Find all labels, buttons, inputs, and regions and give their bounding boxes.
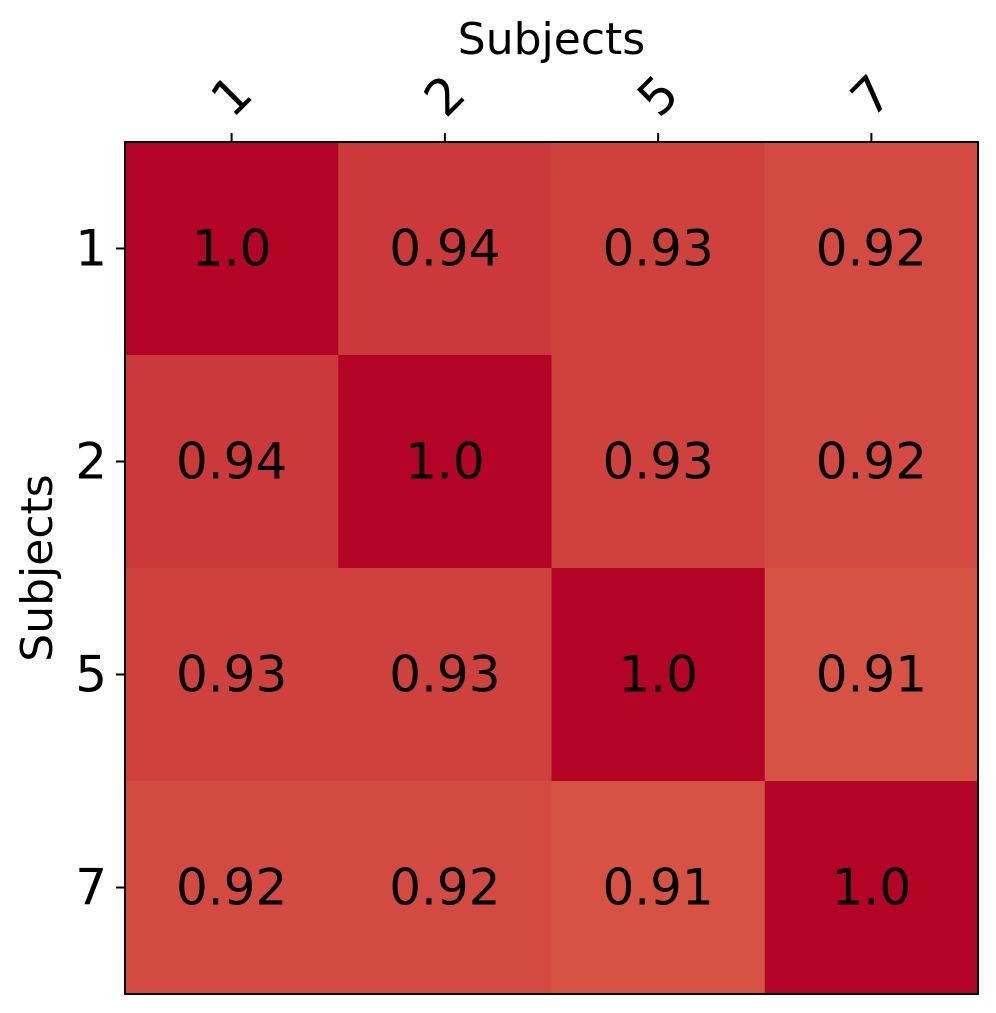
cell-value-label: 0.93 bbox=[602, 433, 713, 491]
cell-value-label: 0.94 bbox=[176, 433, 287, 491]
heatmap-cell bbox=[764, 355, 979, 569]
x-tick-label: 1 bbox=[200, 64, 264, 128]
heatmap-cell bbox=[764, 781, 979, 995]
cell-value-label: 0.92 bbox=[816, 433, 927, 491]
plot-frame bbox=[124, 141, 979, 995]
cell-value-label: 0.93 bbox=[389, 646, 500, 704]
cell-value-label: 1.0 bbox=[618, 646, 698, 704]
heatmap-cell bbox=[551, 355, 766, 569]
cell-value-label: 1.0 bbox=[832, 859, 912, 917]
cell-value-label: 0.91 bbox=[816, 646, 927, 704]
y-tick-label: 2 bbox=[75, 433, 107, 491]
cell-value-label: 1.0 bbox=[192, 220, 272, 278]
heatmap-cell bbox=[125, 568, 339, 782]
heatmap-cell bbox=[551, 142, 766, 356]
heatmap-cell bbox=[338, 781, 552, 995]
y-tick-label: 1 bbox=[75, 220, 107, 278]
y-axis-ticks: 1 2 5 7 bbox=[75, 220, 125, 917]
heatmap-cell bbox=[764, 142, 979, 356]
heatmap-cell bbox=[338, 568, 552, 782]
heatmap-cell bbox=[125, 781, 339, 995]
cell-value-label: 0.91 bbox=[602, 859, 713, 917]
y-axis-title: Subjects bbox=[12, 474, 63, 661]
cell-value-label: 0.92 bbox=[176, 859, 287, 917]
x-axis-ticks: 1 2 5 7 bbox=[200, 64, 903, 142]
x-tick-label: 7 bbox=[840, 64, 904, 128]
heatmap-cell bbox=[551, 568, 766, 782]
cell-value-label: 0.92 bbox=[816, 220, 927, 278]
x-axis-title: Subjects bbox=[458, 14, 645, 65]
y-tick-label: 7 bbox=[75, 859, 107, 917]
heatmap-cell bbox=[125, 142, 339, 356]
cell-value-label: 1.0 bbox=[405, 433, 485, 491]
heatmap-cell bbox=[551, 781, 766, 995]
cell-value-label: 0.92 bbox=[389, 859, 500, 917]
cell-value-label: 0.94 bbox=[389, 220, 500, 278]
y-tick-label: 5 bbox=[75, 646, 107, 704]
heatmap-cell-labels: 1.0 0.94 0.93 0.92 0.94 1.0 0.93 0.92 0.93 0.93 1.… bbox=[176, 220, 927, 917]
heatmap-cells bbox=[125, 142, 979, 995]
cell-value-label: 0.93 bbox=[602, 220, 713, 278]
heatmap-cell bbox=[338, 355, 552, 569]
heatmap-cell bbox=[125, 355, 339, 569]
heatmap-cell bbox=[338, 142, 552, 356]
x-tick-label: 2 bbox=[413, 64, 477, 128]
cell-value-label: 0.93 bbox=[176, 646, 287, 704]
x-tick-label: 5 bbox=[626, 64, 690, 128]
heatmap-cell bbox=[764, 568, 979, 782]
